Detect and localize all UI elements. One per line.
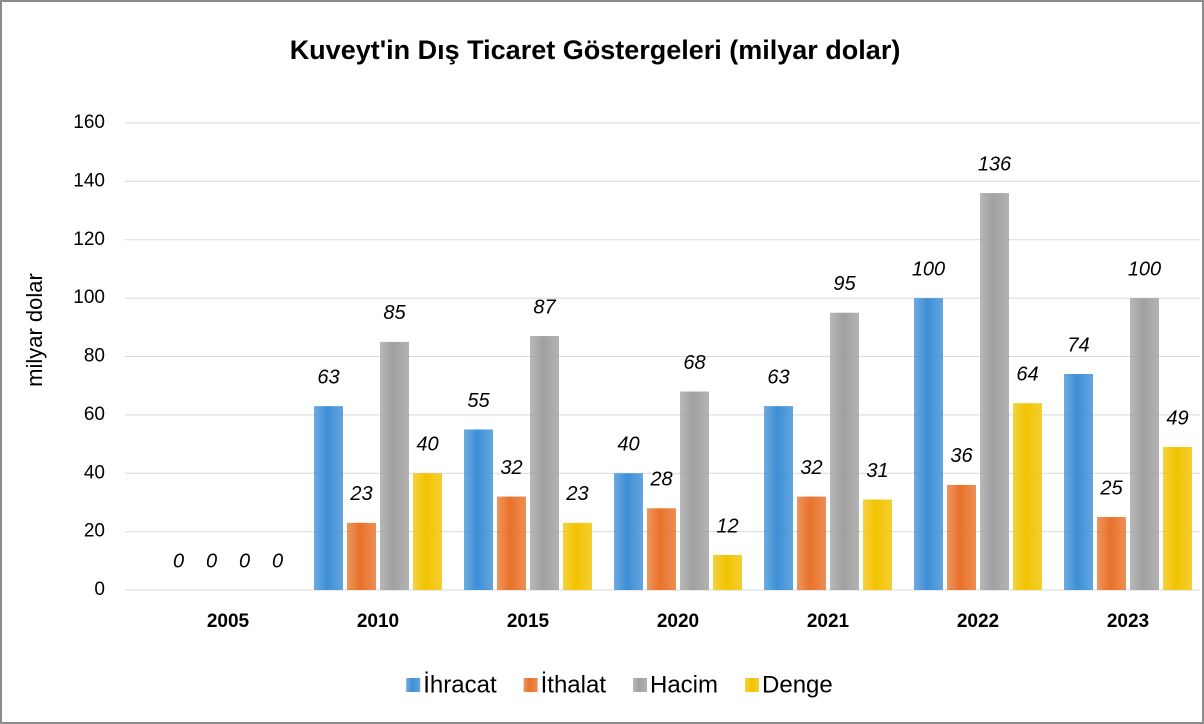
value-label: 0 [173, 550, 184, 572]
legend-label: İthalat [541, 671, 607, 698]
legend-swatch [633, 678, 648, 692]
bar [563, 522, 592, 590]
value-label: 28 [649, 469, 672, 491]
y-tick-label: 140 [73, 170, 105, 191]
value-label: 0 [239, 550, 250, 572]
legend-swatch [523, 678, 538, 692]
bar [380, 341, 409, 590]
bar [530, 336, 559, 590]
x-tick-label: 2015 [507, 611, 550, 632]
bar [947, 484, 976, 590]
y-tick-label: 100 [73, 287, 105, 308]
x-tick-label: 2022 [957, 611, 999, 632]
legend-label: Hacim [650, 671, 718, 698]
x-tick-label: 2023 [1107, 611, 1149, 632]
value-label: 63 [317, 366, 339, 388]
value-label: 64 [1016, 363, 1038, 385]
bar [1130, 298, 1159, 590]
value-label: 55 [467, 390, 490, 412]
value-label: 0 [272, 550, 283, 572]
bar [464, 429, 493, 590]
bar [647, 508, 676, 590]
value-label: 100 [1128, 258, 1161, 280]
bar [1013, 403, 1042, 590]
bar [314, 406, 343, 590]
value-label: 12 [716, 515, 738, 537]
y-tick-label: 60 [84, 404, 105, 425]
bar [497, 496, 526, 590]
value-label: 36 [950, 445, 973, 467]
bar [764, 406, 793, 590]
value-label: 74 [1067, 334, 1089, 356]
y-tick-label: 160 [73, 112, 105, 133]
value-label: 49 [1166, 407, 1188, 429]
bar [1064, 374, 1093, 590]
bar [863, 499, 892, 590]
value-label: 32 [500, 457, 522, 479]
bar [797, 496, 826, 590]
value-label: 136 [978, 153, 1012, 175]
value-label: 31 [866, 460, 888, 482]
bar [713, 554, 742, 590]
y-axis-label: milyar dolar [22, 273, 47, 387]
value-label: 23 [565, 483, 588, 505]
bar [1097, 517, 1126, 590]
bar [413, 473, 442, 590]
value-label: 63 [767, 366, 789, 388]
legend-swatch [406, 678, 421, 692]
value-label: 95 [833, 273, 856, 295]
legend-label: Denge [762, 671, 833, 698]
x-tick-label: 2020 [657, 611, 699, 632]
y-tick-label: 120 [73, 229, 105, 250]
x-tick-label: 2021 [807, 611, 850, 632]
value-label: 40 [617, 434, 639, 456]
bar [1163, 446, 1192, 590]
legend-label: İhracat [423, 671, 497, 698]
value-label: 40 [416, 434, 438, 456]
value-label: 68 [683, 352, 705, 374]
value-label: 100 [912, 258, 945, 280]
value-label: 23 [349, 483, 372, 505]
bar [347, 522, 376, 590]
bar [914, 298, 943, 590]
value-label: 85 [383, 302, 406, 324]
x-tick-label: 2005 [207, 611, 250, 632]
chart-title: Kuveyt'in Dış Ticaret Göstergeleri (mily… [290, 35, 901, 65]
value-label: 87 [533, 296, 556, 318]
bar [980, 193, 1009, 591]
legend-swatch [745, 678, 760, 692]
bar [614, 473, 643, 590]
value-label: 32 [800, 457, 822, 479]
value-label: 25 [1099, 477, 1123, 499]
x-tick-label: 2010 [357, 611, 399, 632]
y-tick-label: 40 [84, 462, 105, 483]
y-tick-label: 0 [94, 579, 105, 600]
y-tick-label: 80 [84, 346, 105, 367]
bar [830, 312, 859, 590]
y-tick-label: 20 [84, 521, 105, 542]
value-label: 0 [206, 550, 217, 572]
bar [680, 391, 709, 590]
